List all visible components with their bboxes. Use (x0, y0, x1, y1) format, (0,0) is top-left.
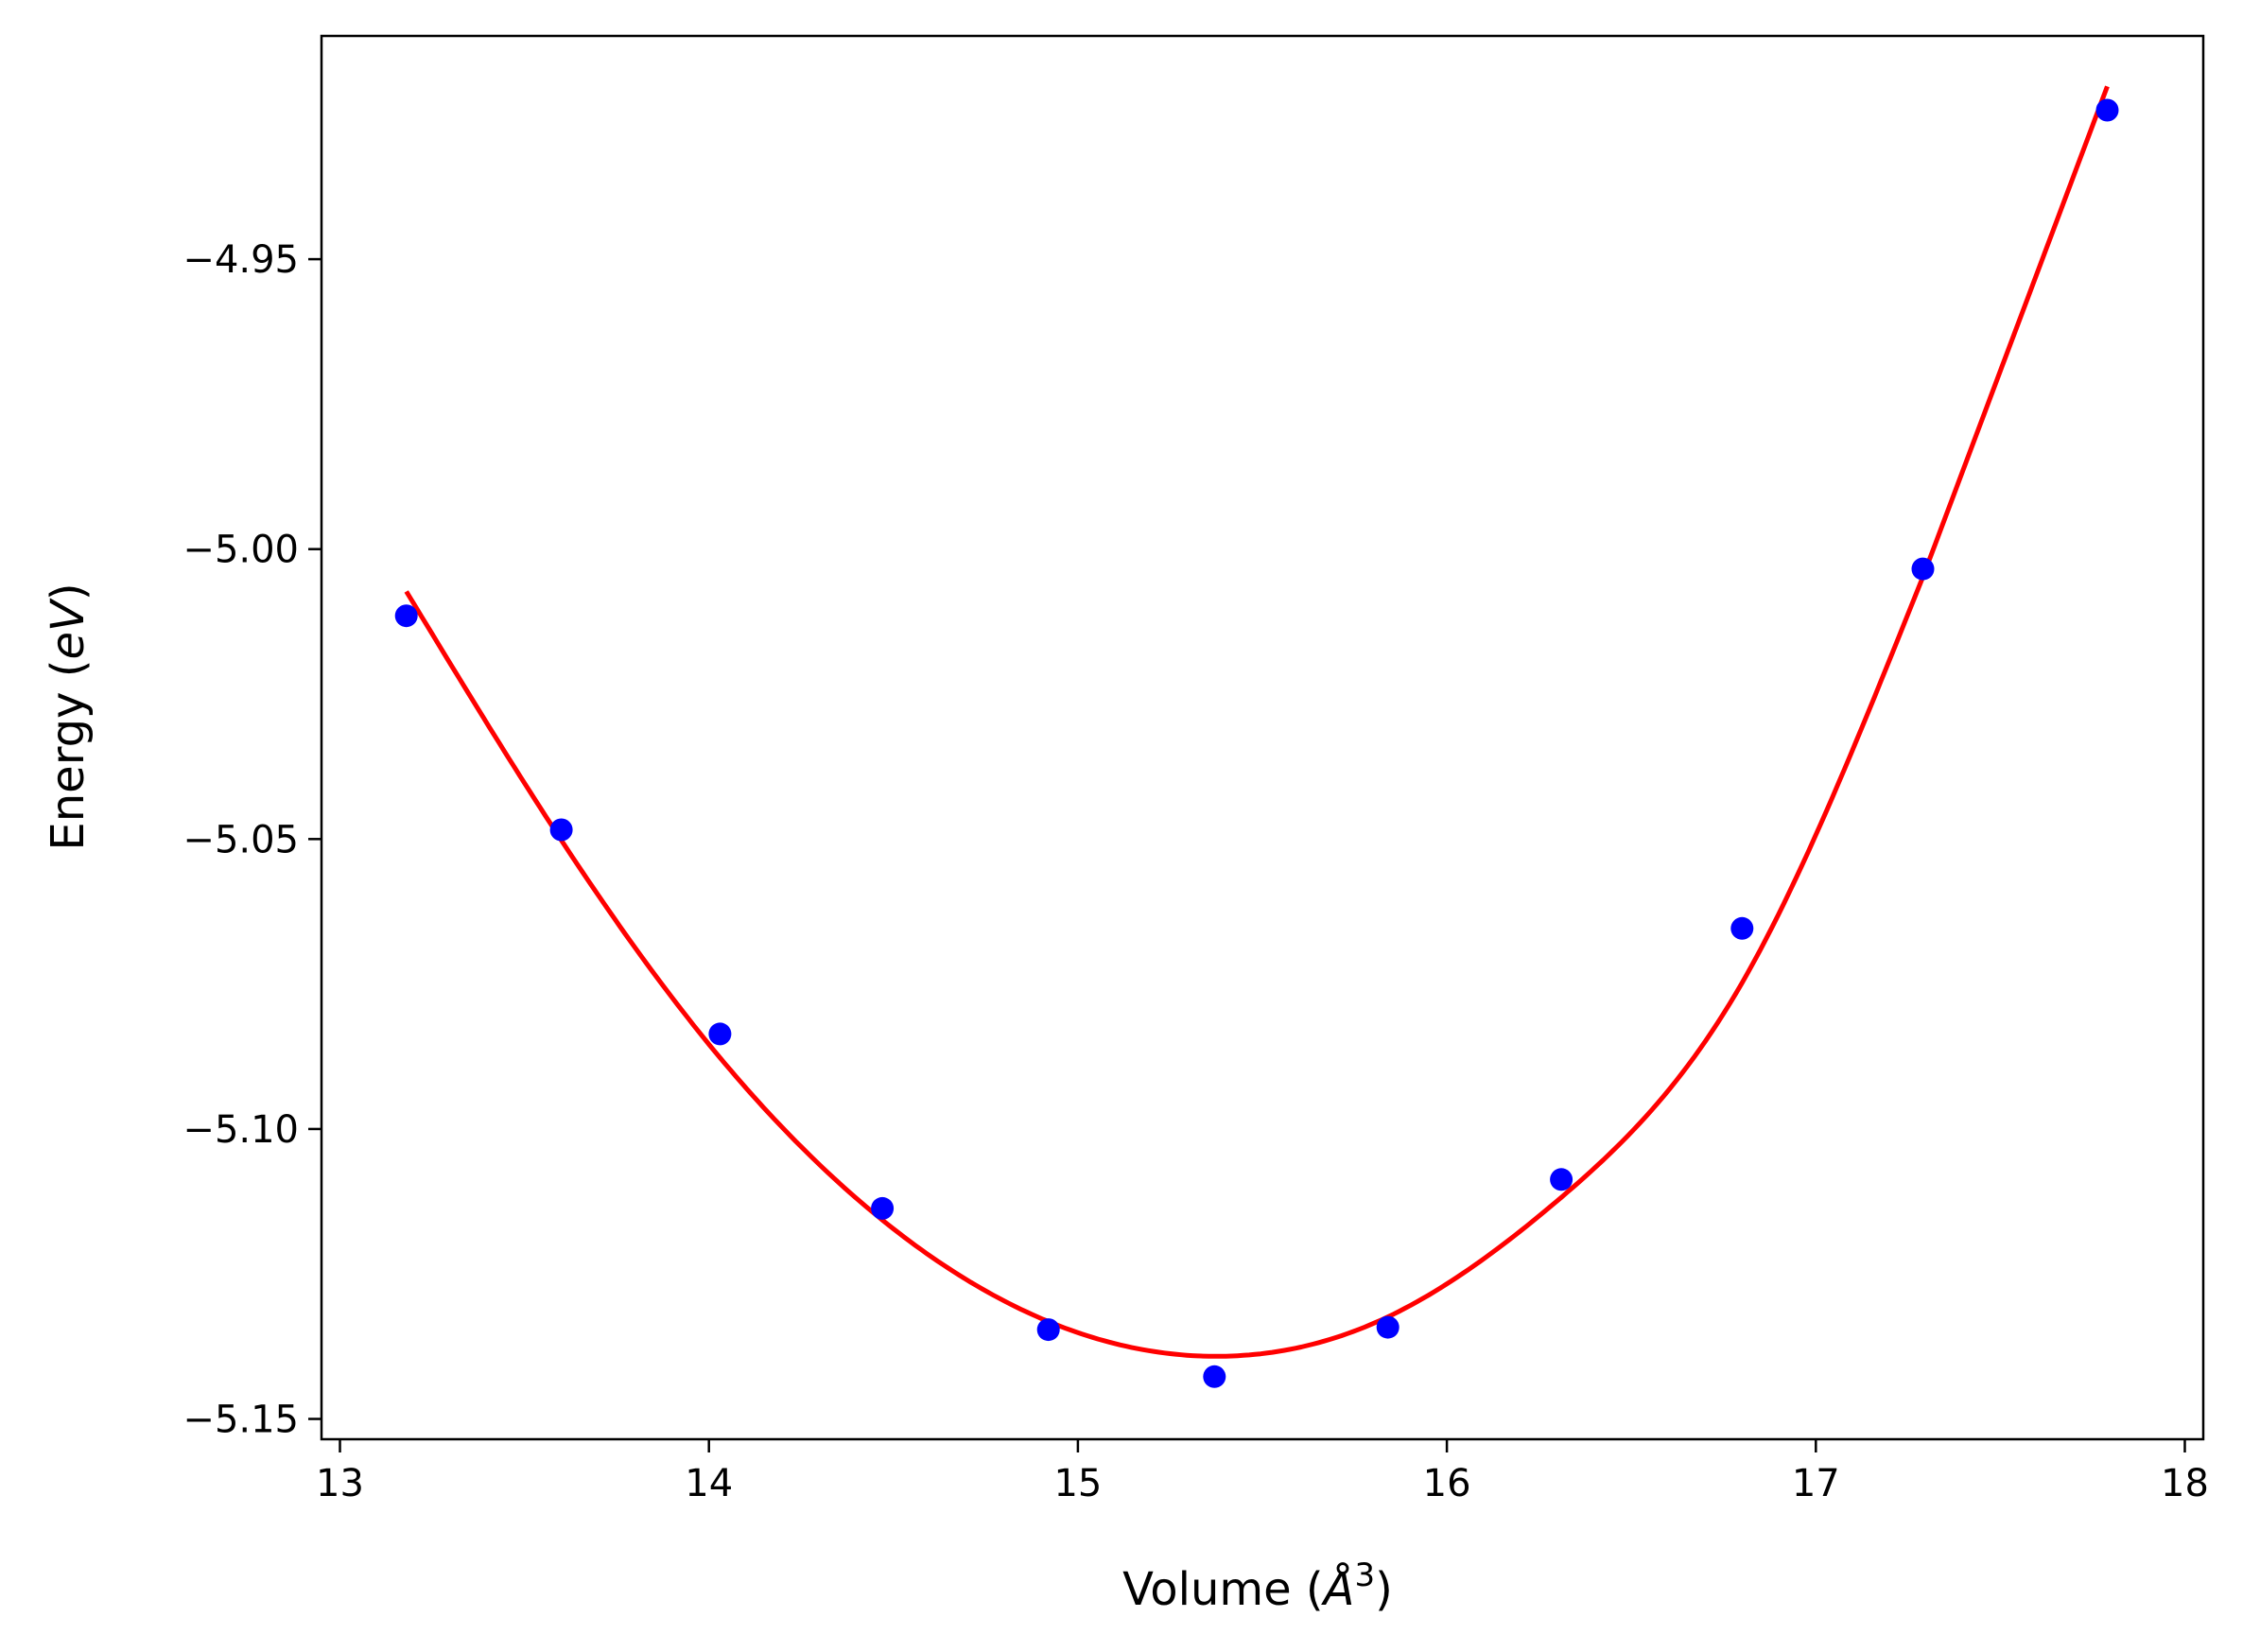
y-tick-label: −5.00 (183, 529, 299, 572)
data-point (1376, 1315, 1399, 1339)
x-axis: 13 14 15 16 17 18 (316, 1439, 2209, 1505)
x-tick-label: 17 (1792, 1462, 1840, 1505)
x-tick-label: 15 (1053, 1462, 1102, 1505)
plot-area (320, 34, 2205, 1441)
data-point (549, 818, 573, 842)
data-point (1203, 1365, 1226, 1388)
data-point (1036, 1318, 1060, 1342)
y-tick-label: −5.15 (183, 1399, 299, 1442)
data-point (394, 604, 418, 628)
plot-frame (320, 34, 2205, 1441)
data-point (2095, 98, 2119, 122)
x-tick-label: 13 (316, 1462, 364, 1505)
data-point (871, 1196, 895, 1220)
y-axis-label: Energy (eV) (42, 583, 95, 850)
x-tick-label: 16 (1423, 1462, 1471, 1505)
x-tick-label: 14 (685, 1462, 733, 1505)
x-axis-label: Volume (Å3) (1122, 1556, 1393, 1616)
x-tick-label: 18 (2161, 1462, 2209, 1505)
y-tick-label: −5.10 (183, 1108, 299, 1152)
data-point (708, 1022, 732, 1046)
y-tick-label: −4.95 (183, 238, 299, 282)
fit-curve (404, 85, 2110, 1359)
data-point (1550, 1168, 1573, 1191)
y-tick-label: −5.05 (183, 818, 299, 861)
data-point (1730, 916, 1754, 940)
data-point (1911, 557, 1935, 581)
y-axis: −5.15 −5.10 −5.05 −5.00 −4.95 (183, 238, 322, 1442)
